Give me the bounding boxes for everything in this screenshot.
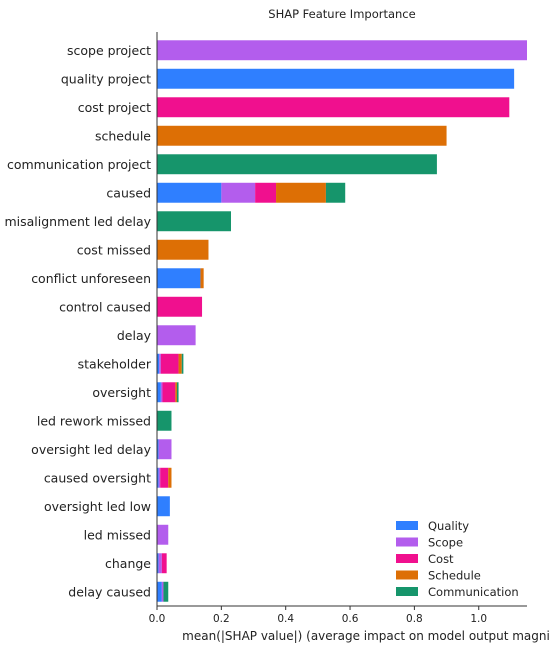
- bar-caused-oversight-schedule: [168, 467, 172, 488]
- bar-communication-project-communication: [157, 154, 437, 175]
- bar-change-scope: [158, 553, 162, 574]
- category-label: misalignment led delay: [4, 214, 151, 229]
- bar-caused-schedule: [276, 182, 326, 203]
- legend-swatch-quality: [396, 521, 418, 530]
- legend: Quality Scope Cost Schedule Communication: [396, 519, 519, 599]
- bar-stakeholder-scope: [159, 353, 161, 374]
- category-label: stakeholder: [78, 356, 152, 371]
- bar-cost-missed-schedule: [157, 239, 209, 260]
- x-tick-label: 0.8: [406, 613, 423, 625]
- bar-change-cost: [161, 553, 167, 574]
- bar-led-missed-scope: [157, 524, 169, 545]
- category-label: control caused: [59, 299, 151, 314]
- bar-oversight-scope: [160, 382, 163, 403]
- bar-caused-scope: [221, 182, 256, 203]
- x-tick-label: 0.6: [342, 613, 359, 625]
- category-label: change: [105, 556, 151, 571]
- legend-swatch-schedule: [396, 570, 418, 580]
- bar-oversight-led-low-quality: [157, 496, 170, 517]
- bar-caused-cost: [255, 182, 277, 203]
- category-label: oversight led delay: [31, 442, 151, 457]
- category-label: led missed: [84, 527, 151, 542]
- bar-delay-caused-communication: [163, 581, 169, 602]
- category-label: oversight led low: [44, 499, 151, 514]
- bar-conflict-unforeseen-schedule: [200, 268, 204, 289]
- bar-oversight-quality: [157, 382, 161, 403]
- category-label: delay: [117, 328, 152, 343]
- bar-caused-oversight-quality: [157, 467, 159, 488]
- bar-quality-project-quality: [157, 68, 515, 89]
- legend-label-communication: Communication: [428, 585, 519, 599]
- bar-stakeholder-cost: [160, 353, 179, 374]
- category-label: quality project: [61, 71, 151, 86]
- category-label: delay caused: [68, 584, 151, 599]
- x-tick-label: 1.0: [470, 613, 487, 625]
- bar-oversight-communication: [176, 382, 179, 403]
- chart-title: SHAP Feature Importance: [268, 7, 415, 21]
- category-label: communication project: [7, 157, 151, 172]
- bar-stakeholder-quality: [157, 353, 160, 374]
- bar-scope-project-scope: [157, 40, 527, 61]
- bar-oversight-led-delay-scope: [158, 439, 172, 460]
- x-tick-label: 0.2: [213, 613, 230, 625]
- category-label: caused: [106, 185, 151, 200]
- bar-oversight-led-delay-quality: [157, 439, 159, 460]
- bar-control-caused-cost: [157, 296, 203, 317]
- axes: 0.0 0.2 0.4 0.6 0.8 1.0: [149, 32, 527, 625]
- bar-led-rework-missed-communication: [157, 410, 172, 431]
- category-label: oversight: [92, 385, 151, 400]
- bar-change-quality: [157, 553, 159, 574]
- bar-schedule-schedule: [157, 125, 447, 146]
- legend-label-cost: Cost: [428, 552, 454, 566]
- bar-delay-caused-quality: [157, 581, 162, 602]
- category-label: conflict unforeseen: [31, 271, 151, 286]
- legend-label-quality: Quality: [428, 519, 469, 533]
- bar-misalignment-led-delay-communication: [157, 211, 231, 232]
- bar-delay-caused-scope: [161, 581, 164, 602]
- bar-stakeholder-schedule: [178, 353, 182, 374]
- category-labels: scope project quality project cost project…: [4, 43, 151, 600]
- bar-conflict-unforeseen-quality: [157, 268, 201, 289]
- legend-swatch-communication: [396, 587, 418, 596]
- legend-label-schedule: Schedule: [428, 569, 481, 583]
- bar-cost-project-cost: [157, 97, 510, 118]
- category-label: caused oversight: [44, 470, 151, 485]
- category-label: schedule: [95, 128, 151, 143]
- bar-stakeholder-communication: [181, 353, 184, 374]
- x-axis-label: mean(|SHAP value|) (average impact on mo…: [182, 629, 550, 643]
- bar-caused-communication: [325, 182, 346, 203]
- bar-oversight-schedule: [175, 382, 177, 403]
- x-tick-label: 0.4: [277, 613, 294, 625]
- bar-caused-quality: [157, 182, 222, 203]
- bar-caused-oversight-scope: [158, 467, 161, 488]
- legend-label-scope: Scope: [428, 536, 463, 550]
- category-label: led rework missed: [37, 413, 151, 428]
- legend-swatch-scope: [396, 537, 418, 547]
- category-label: cost missed: [77, 242, 151, 257]
- x-tick-label: 0.0: [149, 613, 166, 625]
- bar-oversight-cost: [162, 382, 176, 403]
- bar-delay-scope: [157, 325, 196, 346]
- category-label: scope project: [67, 43, 151, 58]
- bar-caused-oversight-cost: [160, 467, 169, 488]
- category-label: cost project: [78, 100, 151, 115]
- bars-group: [157, 40, 527, 602]
- legend-swatch-cost: [396, 554, 418, 563]
